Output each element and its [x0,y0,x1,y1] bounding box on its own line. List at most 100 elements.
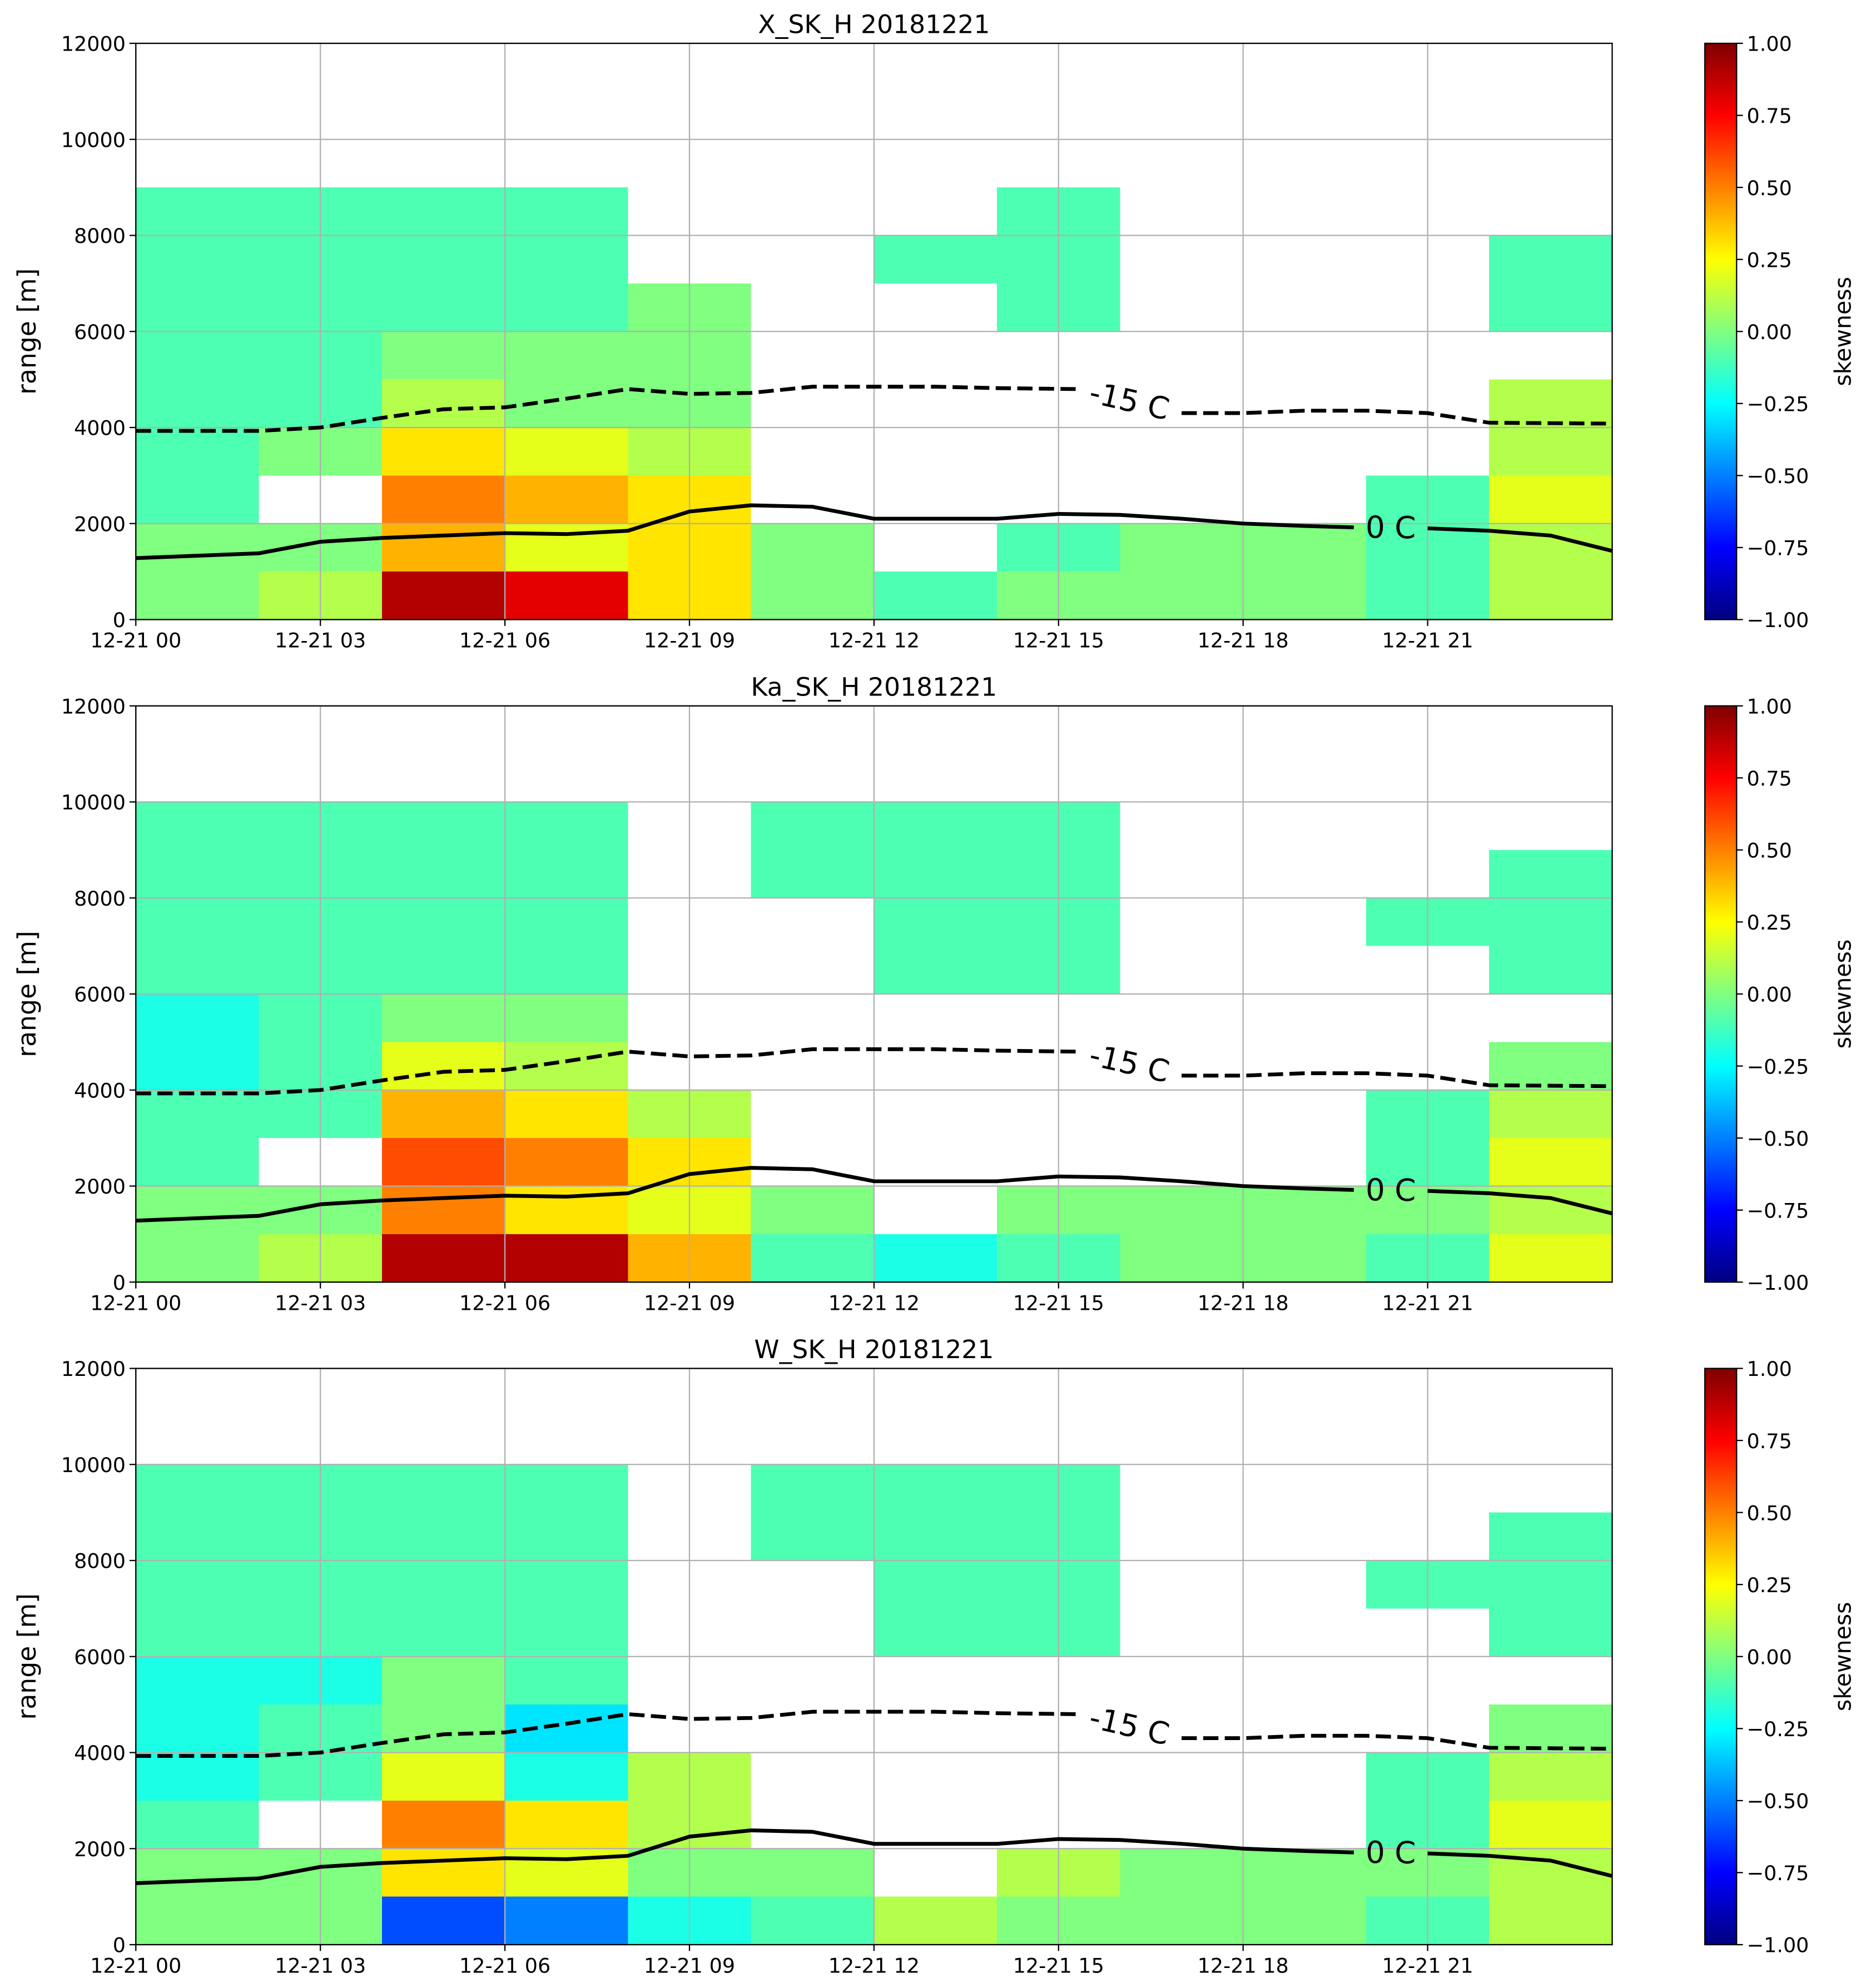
x-tick-label: 12-21 21 [1382,1954,1473,1977]
colorbar-tick-label: −0.50 [1747,1127,1809,1151]
isotherm-line [1182,1733,1612,1751]
heatmap-cell [1243,523,1366,572]
heatmap-cell [874,1234,998,1283]
heatmap-cell [136,946,259,994]
heatmap-cell [874,1896,998,1945]
heatmap-cell [136,1042,259,1090]
y-tick-label: 12000 [61,32,126,56]
heatmap-cell [381,1464,505,1513]
x-tick-label: 12-21 15 [1013,629,1104,653]
heatmap-cell [751,1512,874,1561]
x-tick-label: 12-21 03 [275,1291,366,1315]
y-tick-label: 2000 [74,512,126,536]
x-tick-label: 12-21 15 [1013,1954,1104,1977]
heatmap-cell [1243,1186,1366,1234]
x-tick-label: 12-21 21 [1382,1291,1473,1315]
heatmap-cell [136,1656,259,1705]
colorbar-tick-label: 0.50 [1747,839,1792,863]
heatmap-cell [136,475,259,524]
heatmap-cell [381,283,505,332]
heatmap-cell [505,1752,628,1801]
x-tick-label: 12-21 09 [644,629,735,653]
isotherm-label: -15 C [1086,1699,1173,1752]
isotherm-line [136,503,1354,560]
colorbar-tick-label: −0.25 [1747,1055,1809,1079]
axes-frame [135,705,1613,1283]
heatmap-cell [1489,1042,1612,1090]
colorbar-tick-label: −1.00 [1747,1271,1809,1295]
heatmap-cell [136,571,259,620]
heatmap-cell [136,1234,259,1283]
y-tick-label: 4000 [74,1741,126,1765]
heatmap-cell [505,235,628,284]
heatmap-cell [505,802,628,850]
heatmap-cell [751,802,874,850]
y-tick-label: 12000 [61,694,126,718]
heatmap-cell [505,1896,628,1945]
heatmap-cell [1489,1608,1612,1657]
heatmap-cell [505,1512,628,1561]
x-tick-label: 12-21 21 [1382,629,1473,653]
heatmap-cell [874,946,998,994]
isotherm-line [136,385,1078,433]
heatmap-cell [874,1512,998,1561]
heatmap-cell [381,849,505,898]
colorbar [1704,1368,1738,1946]
heatmap-cell [136,994,259,1042]
chart-title: Ka_SK_H 20181221 [751,672,997,702]
y-tick-label: 6000 [74,320,126,344]
isotherm-line [136,1828,1354,1885]
heatmap-cell [1489,1138,1612,1186]
isotherm-line [1427,1851,1613,1878]
heatmap-cell [136,1896,259,1945]
heatmap-cell [381,331,505,380]
heatmap-cell [381,1608,505,1657]
heatmap-cell [381,1752,505,1801]
colorbar-tick-label: 0.50 [1747,1501,1792,1525]
heatmap-cell [874,571,998,620]
colorbar-tick-label: 1.00 [1747,32,1792,56]
heatmap-cell [136,187,259,236]
colorbar-tick-label: −0.75 [1747,1199,1809,1222]
heatmap-cell [381,1512,505,1561]
heatmap-cell [505,1560,628,1609]
heatmap-cell [1120,1896,1243,1945]
heatmap-cell [381,1848,505,1897]
heatmap-cell [136,802,259,850]
heatmap-cell [136,1800,259,1849]
heatmap-cell [1120,1234,1243,1283]
heatmap-cell [751,1186,874,1234]
heatmap-cell [874,849,998,898]
colorbar-tick-label: 1.00 [1747,1357,1792,1381]
isotherm-line [136,1047,1078,1096]
heatmap-cell [381,1234,505,1283]
heatmap-cell [751,1896,874,1945]
heatmap-cell [381,235,505,284]
y-tick-label: 8000 [74,887,126,911]
heatmap-cell [1489,849,1612,898]
heatmap-cell [136,1138,259,1186]
heatmap-cell [1489,1234,1612,1283]
y-tick-label: 6000 [74,1645,126,1669]
heatmap-cell [505,1090,628,1139]
colorbar-tick-label: −1.00 [1747,1934,1809,1957]
colorbar-label: skewness [1830,940,1857,1049]
heatmap-cell [505,994,628,1042]
heatmap-cell [505,331,628,380]
heatmap-cell [505,427,628,476]
x-tick-label: 12-21 03 [275,1954,366,1977]
colorbar-tick-label: −1.00 [1747,608,1809,632]
colorbar [1704,705,1738,1283]
heatmap-cell [1243,1234,1366,1283]
colorbar-tick-label: 0.75 [1747,104,1792,128]
x-tick-label: 12-21 06 [459,629,550,653]
y-tick-label: 0 [113,1934,126,1957]
heatmap-cell [751,523,874,572]
colorbar-tick-label: −0.75 [1747,536,1809,560]
heatmap-cell [381,946,505,994]
heatmap-cell [874,898,998,946]
y-tick-label: 4000 [74,416,126,440]
heatmap-cell [874,1464,998,1513]
colorbar-tick-label: 0.25 [1747,1573,1792,1597]
